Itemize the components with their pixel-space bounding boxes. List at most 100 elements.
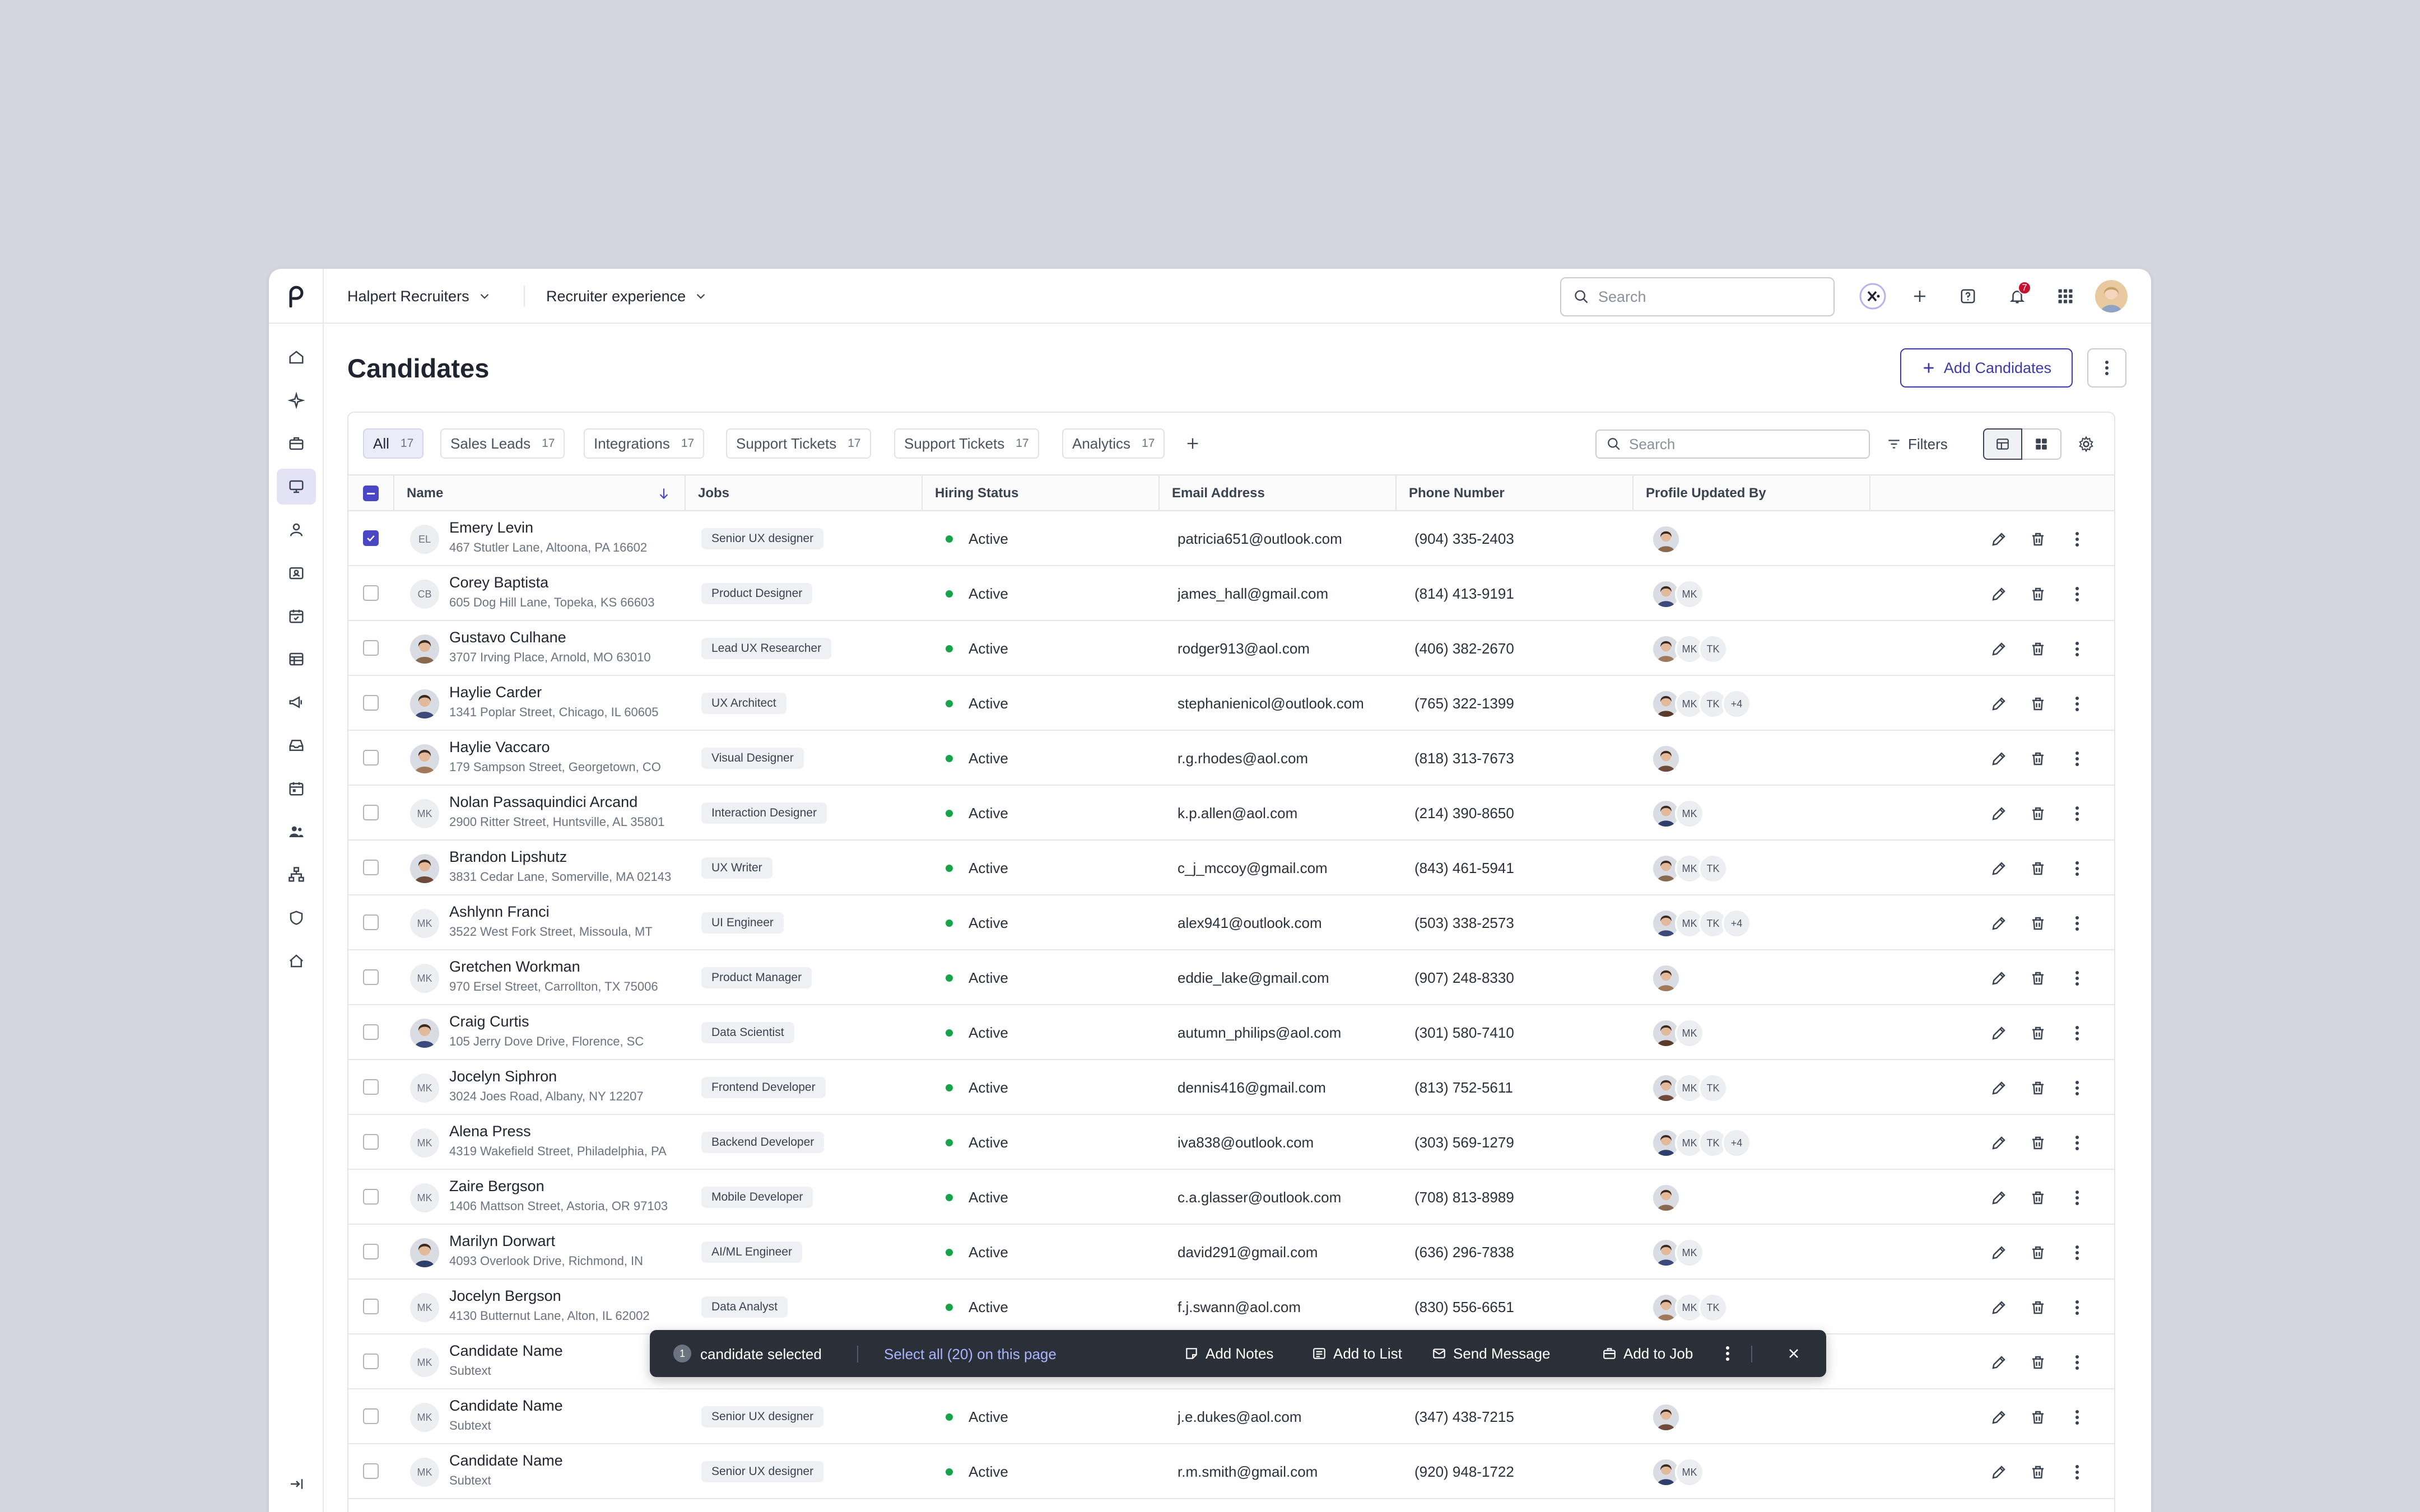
- row-checkbox[interactable]: [363, 530, 379, 546]
- sidebar-item-contacts[interactable]: [277, 512, 316, 548]
- table-row[interactable]: CB Corey Baptista 605 Dog Hill Lane, Topek…: [348, 566, 2114, 621]
- updated-by-avatars[interactable]: [1651, 744, 1681, 773]
- table-row[interactable]: Haylie Carder 1341 Poplar Street, Chicago…: [348, 676, 2114, 731]
- updated-by-avatars[interactable]: MK TK: [1651, 1074, 1728, 1103]
- row-checkbox[interactable]: [363, 1079, 379, 1095]
- table-row[interactable]: MK Ashlynn Franci 3522 West Fork Street, M…: [348, 895, 2114, 950]
- row-checkbox[interactable]: [363, 1408, 379, 1424]
- table-row[interactable]: MK Nolan Passaquindici Arcand 2900 Ritter …: [348, 786, 2114, 841]
- more-actions-button[interactable]: [1725, 1341, 1730, 1366]
- delete-button[interactable]: [2026, 692, 2050, 716]
- email-address[interactable]: stephanienicol@outlook.com: [1178, 695, 1364, 712]
- sidebar-item-campaigns[interactable]: [277, 684, 316, 720]
- sidebar-item-ai[interactable]: [277, 382, 316, 418]
- delete-button[interactable]: [2026, 582, 2050, 606]
- email-address[interactable]: james_hall@gmail.com: [1178, 585, 1329, 602]
- add-tab-button[interactable]: [1178, 428, 1208, 459]
- grid-view-button[interactable]: [2022, 428, 2061, 460]
- edit-button[interactable]: [1986, 692, 2011, 716]
- edit-button[interactable]: [1986, 1021, 2011, 1046]
- select-all-checkbox[interactable]: [363, 486, 379, 501]
- filters-button[interactable]: Filters: [1887, 430, 1948, 459]
- row-more-button[interactable]: [2065, 637, 2089, 661]
- row-checkbox[interactable]: [363, 1244, 379, 1259]
- edit-button[interactable]: [1986, 1240, 2011, 1265]
- row-more-button[interactable]: [2065, 1131, 2089, 1155]
- job-tag[interactable]: UX Architect: [701, 693, 787, 714]
- email-address[interactable]: c_j_mccoy@gmail.com: [1178, 860, 1328, 876]
- table-row[interactable]: MK Candidate Name Subtext Senior UX designe…: [348, 1389, 2114, 1444]
- job-tag[interactable]: Senior UX designer: [701, 1406, 824, 1427]
- job-tag[interactable]: Senior UX designer: [701, 528, 824, 549]
- column-header-status[interactable]: Hiring Status: [923, 475, 1160, 511]
- updated-by-avatars[interactable]: MK TK +4: [1651, 689, 1751, 718]
- candidate-name[interactable]: Gustavo Culhane: [449, 629, 566, 646]
- sidebar-item-org-chart[interactable]: [277, 857, 316, 893]
- org-switcher[interactable]: Halpert Recruiters: [347, 269, 492, 324]
- updated-by-avatars[interactable]: MK: [1651, 1019, 1704, 1048]
- sidebar-item-security[interactable]: [277, 900, 316, 936]
- row-more-button[interactable]: [2065, 1076, 2089, 1100]
- tab-all[interactable]: All 17: [363, 428, 424, 459]
- add-to-list-button[interactable]: Add to List: [1312, 1341, 1402, 1366]
- edit-button[interactable]: [1986, 1350, 2011, 1375]
- delete-button[interactable]: [2026, 911, 2050, 936]
- candidate-name[interactable]: Ashlynn Franci: [449, 903, 550, 920]
- table-row[interactable]: Gustavo Culhane 3707 Irving Place, Arnold…: [348, 621, 2114, 676]
- row-more-button[interactable]: [2065, 1460, 2089, 1485]
- job-tag[interactable]: Lead UX Researcher: [701, 638, 832, 659]
- row-checkbox[interactable]: [363, 1134, 379, 1150]
- table-row[interactable]: MK Alena Press 4319 Wakefield Street, Phil…: [348, 1115, 2114, 1170]
- job-tag[interactable]: Senior UX designer: [701, 1461, 824, 1482]
- table-view-button[interactable]: [1983, 428, 2022, 460]
- edit-button[interactable]: [1986, 856, 2011, 881]
- tab-sales-leads[interactable]: Sales Leads 17: [440, 428, 565, 459]
- email-address[interactable]: iva838@outlook.com: [1178, 1134, 1314, 1151]
- email-address[interactable]: k.p.allen@aol.com: [1178, 805, 1298, 822]
- table-row[interactable]: Haylie Vaccaro 179 Sampson Street, George…: [348, 731, 2114, 786]
- add-to-job-button[interactable]: Add to Job: [1602, 1341, 1693, 1366]
- updated-by-avatars[interactable]: MK TK: [1651, 1293, 1728, 1322]
- tab-analytics[interactable]: Analytics 17: [1062, 428, 1165, 459]
- email-address[interactable]: rodger913@aol.com: [1178, 640, 1310, 657]
- delete-button[interactable]: [2026, 966, 2050, 991]
- sidebar-item-properties[interactable]: [277, 943, 316, 979]
- sidebar-item-calendar[interactable]: [277, 771, 316, 806]
- row-more-button[interactable]: [2065, 801, 2089, 826]
- email-address[interactable]: dennis416@gmail.com: [1178, 1079, 1326, 1096]
- job-tag[interactable]: Product Designer: [701, 583, 813, 604]
- table-row[interactable]: MK Zaire Bergson 1406 Mattson Street, Asto…: [348, 1170, 2114, 1225]
- delete-button[interactable]: [2026, 1186, 2050, 1210]
- email-address[interactable]: alex941@outlook.com: [1178, 914, 1322, 931]
- page-more-button[interactable]: [2087, 348, 2126, 388]
- global-search-input[interactable]: Search: [1560, 277, 1835, 316]
- row-more-button[interactable]: [2065, 1021, 2089, 1046]
- email-address[interactable]: r.g.rhodes@aol.com: [1178, 750, 1309, 767]
- table-row[interactable]: EL Emery Levin 467 Stutler Lane, Altoona, …: [348, 511, 2114, 566]
- candidate-name[interactable]: Corey Baptista: [449, 574, 549, 591]
- candidate-name[interactable]: Jocelyn Bergson: [449, 1287, 561, 1304]
- delete-button[interactable]: [2026, 637, 2050, 661]
- edit-button[interactable]: [1986, 801, 2011, 826]
- column-header-email[interactable]: Email Address: [1160, 475, 1397, 511]
- table-row[interactable]: MK Candidate Name Subtext Senior UX designe…: [348, 1444, 2114, 1499]
- delete-button[interactable]: [2026, 1295, 2050, 1320]
- edit-button[interactable]: [1986, 527, 2011, 552]
- sidebar-item-schedule[interactable]: [277, 598, 316, 634]
- workspace-switcher[interactable]: Recruiter experience: [546, 269, 708, 324]
- row-checkbox[interactable]: [363, 1189, 379, 1205]
- candidate-name[interactable]: Nolan Passaquindici Arcand: [449, 794, 638, 810]
- delete-button[interactable]: [2026, 527, 2050, 552]
- job-tag[interactable]: UX Writer: [701, 857, 772, 879]
- row-checkbox[interactable]: [363, 1024, 379, 1040]
- candidate-name[interactable]: Candidate Name: [449, 1452, 563, 1469]
- updated-by-avatars[interactable]: MK: [1651, 1238, 1704, 1267]
- updated-by-avatars[interactable]: MK TK +4: [1651, 1128, 1751, 1158]
- sidebar-item-reports[interactable]: [277, 641, 316, 677]
- email-address[interactable]: patricia651@outlook.com: [1178, 530, 1342, 547]
- row-checkbox[interactable]: [363, 860, 379, 875]
- tab-integrations[interactable]: Integrations 17: [584, 428, 705, 459]
- tab-support-tickets[interactable]: Support Tickets 17: [726, 428, 871, 459]
- candidate-name[interactable]: Emery Levin: [449, 519, 534, 536]
- edit-button[interactable]: [1986, 637, 2011, 661]
